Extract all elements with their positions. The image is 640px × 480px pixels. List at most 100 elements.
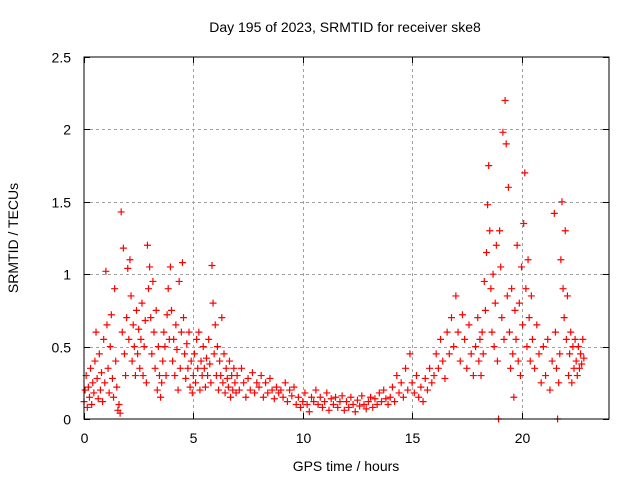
data-point [111, 285, 119, 293]
data-point [308, 393, 315, 401]
data-point [264, 389, 272, 397]
data-point [145, 285, 153, 293]
data-point [316, 393, 324, 401]
data-point [142, 379, 150, 387]
data-point [559, 285, 567, 293]
data-point [525, 314, 533, 322]
data-point [102, 267, 110, 275]
data-point [493, 357, 501, 365]
data-point [163, 311, 171, 319]
data-point [369, 403, 377, 411]
y-tick-label: 0.5 [52, 340, 72, 356]
data-point [343, 398, 350, 406]
data-point [152, 306, 160, 314]
data-point [270, 395, 278, 403]
data-point [472, 343, 480, 351]
data-point [184, 364, 192, 372]
data-point [575, 364, 583, 372]
data-point [371, 395, 379, 403]
data-point [266, 374, 274, 382]
data-point [288, 392, 296, 400]
data-point [153, 386, 161, 394]
data-point [415, 393, 423, 401]
data-point [580, 354, 588, 362]
data-point [206, 360, 214, 368]
data-point [160, 328, 168, 336]
data-point [413, 372, 420, 380]
data-point [351, 408, 359, 416]
y-tick-label: 1.5 [52, 195, 72, 211]
data-point [84, 383, 92, 391]
data-point [149, 277, 157, 285]
data-point [168, 306, 175, 314]
data-point [186, 383, 194, 391]
data-point [209, 299, 217, 307]
y-tick-label: 0 [63, 412, 71, 428]
data-point [519, 321, 527, 329]
data-point [404, 386, 412, 394]
data-point [190, 350, 198, 358]
data-point [151, 364, 159, 372]
data-point [542, 372, 550, 380]
data-point [92, 328, 100, 336]
data-point [217, 372, 225, 380]
data-point [487, 285, 495, 293]
data-point [397, 379, 405, 387]
data-point [375, 389, 383, 397]
data-point [150, 328, 158, 336]
data-point [503, 292, 511, 300]
data-point [526, 357, 534, 365]
data-point [325, 406, 333, 414]
data-point [388, 383, 396, 391]
data-point [134, 350, 142, 358]
data-point [518, 263, 525, 271]
data-point [393, 372, 401, 380]
data-point [544, 335, 552, 343]
data-point [467, 350, 475, 358]
data-point [345, 403, 353, 411]
data-point [195, 328, 203, 336]
data-point [230, 364, 238, 372]
data-point [255, 383, 263, 391]
data-point [563, 292, 571, 300]
data-point [233, 372, 241, 380]
data-point [193, 335, 201, 343]
data-point [221, 389, 229, 397]
data-point [437, 335, 445, 343]
data-point [566, 350, 574, 358]
data-point [537, 379, 545, 387]
data-point [486, 227, 494, 235]
data-point [130, 343, 138, 351]
data-point [514, 357, 522, 365]
data-point [360, 401, 368, 409]
data-point [535, 350, 543, 358]
data-point [386, 393, 394, 401]
data-point [246, 386, 254, 394]
data-point [123, 314, 131, 322]
data-point [91, 357, 99, 365]
data-point [432, 350, 440, 358]
data-point [277, 386, 285, 394]
data-point [197, 357, 205, 365]
data-point [454, 328, 462, 336]
data-point [117, 208, 125, 216]
data-point [173, 345, 181, 353]
data-point [461, 335, 469, 343]
data-point [87, 364, 95, 372]
data-point [213, 343, 221, 351]
data-point [402, 364, 410, 372]
data-point [573, 372, 581, 380]
data-point [474, 314, 482, 322]
data-point [238, 364, 245, 372]
data-point [89, 379, 97, 387]
data-point [504, 183, 512, 191]
data-point [492, 241, 500, 249]
data-point [516, 372, 524, 380]
data-point [158, 379, 166, 387]
data-point [567, 328, 575, 336]
data-point [358, 392, 366, 400]
data-point [162, 372, 170, 380]
data-point [428, 379, 436, 387]
data-point [578, 360, 586, 368]
data-point [222, 364, 230, 372]
